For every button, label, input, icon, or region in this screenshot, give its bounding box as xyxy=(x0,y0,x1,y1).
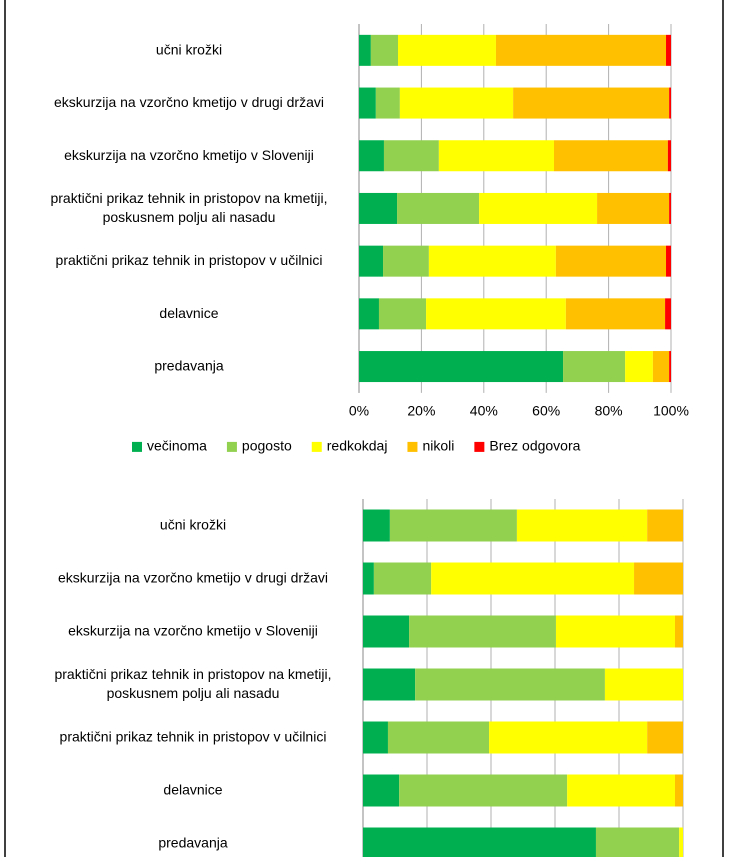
bar-segment xyxy=(426,298,566,330)
bar-segment xyxy=(359,298,379,330)
bar-segment xyxy=(479,192,598,224)
bar-segment xyxy=(383,140,439,172)
legend-swatch xyxy=(407,441,418,452)
bar-segment xyxy=(431,562,635,595)
y-tick-label: praktični prikaz tehnik in pristopov v u… xyxy=(56,252,323,268)
bar-segment xyxy=(359,87,376,119)
y-tick-label: predavanja xyxy=(154,357,223,373)
bar-segment xyxy=(389,509,517,542)
bar-segment xyxy=(363,615,410,648)
bar-segment xyxy=(387,721,490,754)
y-tick-label: ekskurzija na vzorčno kmetijo v Slovenij… xyxy=(64,146,314,162)
bar-segment xyxy=(409,615,556,648)
x-tick-label: 0% xyxy=(349,403,369,419)
bar-segment xyxy=(363,509,390,542)
bar-segment xyxy=(666,245,671,277)
bar-segment xyxy=(399,87,514,119)
y-tick-label: predavanja xyxy=(158,834,227,850)
bar-segment xyxy=(669,192,671,224)
x-tick-label: 100% xyxy=(653,403,689,419)
legend-swatch xyxy=(226,441,237,452)
bar-segment xyxy=(428,245,556,277)
legend-label: nikoli xyxy=(422,438,454,454)
legend-swatch xyxy=(474,441,485,452)
bar-segment xyxy=(669,87,671,119)
bar-segment xyxy=(669,351,671,383)
bar-segment xyxy=(563,351,626,383)
bar-segment xyxy=(555,245,667,277)
bar-segment xyxy=(516,509,648,542)
bar-segment xyxy=(438,140,554,172)
bar-segment xyxy=(363,827,596,857)
bar-segment xyxy=(554,140,668,172)
bar-segment xyxy=(597,192,670,224)
legend-swatch xyxy=(311,441,322,452)
bar-segment xyxy=(667,140,671,172)
legend-label: pogosto xyxy=(242,438,292,454)
bar-segment xyxy=(373,562,432,595)
legend-swatch xyxy=(132,441,142,452)
y-tick-label: delavnice xyxy=(163,781,222,797)
y-tick-label: ekskurzija na vzorčno kmetijo v drugi dr… xyxy=(54,94,324,110)
bar-segment xyxy=(666,34,671,66)
bar-segment xyxy=(675,615,683,648)
bar-segment xyxy=(665,298,671,330)
bar-segment xyxy=(652,351,670,383)
bar-segment xyxy=(378,298,427,330)
x-tick-label: 20% xyxy=(407,403,435,419)
bar-segment xyxy=(565,298,666,330)
y-tick-label: ekskurzija na vzorčno kmetijo v Slovenij… xyxy=(68,622,318,638)
legend-label: Brez odgovora xyxy=(489,438,580,454)
x-tick-label: 60% xyxy=(532,403,560,419)
bar-segment xyxy=(363,721,388,754)
bar-segment xyxy=(489,721,648,754)
y-tick-label: praktični prikaz tehnik in pristopov na … xyxy=(50,190,327,225)
bar-segment xyxy=(383,245,429,277)
bar-segment xyxy=(375,87,400,119)
bar-segment xyxy=(359,140,384,172)
bar-segment xyxy=(634,562,683,595)
bar-segment xyxy=(604,668,683,701)
bar-segment xyxy=(495,34,667,66)
bar-segment xyxy=(397,192,480,224)
bar-segment xyxy=(359,34,371,66)
y-tick-label: praktični prikaz tehnik in pristopov na … xyxy=(54,666,331,701)
bar-segment xyxy=(370,34,398,66)
legend-label: redkokdaj xyxy=(327,438,388,454)
bar-segment xyxy=(595,827,680,857)
y-tick-label: učni krožki xyxy=(156,41,222,57)
bar-segment xyxy=(415,668,605,701)
bar-segment xyxy=(513,87,670,119)
y-tick-label: ekskurzija na vzorčno kmetijo v drugi dr… xyxy=(58,569,328,585)
y-tick-label: učni krožki xyxy=(160,516,226,532)
x-tick-label: 40% xyxy=(470,403,498,419)
legend-label: večinoma xyxy=(147,438,207,454)
bar-segment xyxy=(567,774,675,807)
bar-segment xyxy=(363,562,374,595)
bar-segment xyxy=(679,827,683,857)
y-tick-label: praktični prikaz tehnik in pristopov v u… xyxy=(60,728,327,744)
bar-segment xyxy=(359,245,384,277)
bar-segment xyxy=(647,721,683,754)
bar-segment xyxy=(359,351,564,383)
y-tick-label: delavnice xyxy=(159,305,218,321)
bar-segment xyxy=(363,668,416,701)
bar-segment xyxy=(398,34,496,66)
bar-segment xyxy=(647,509,683,542)
bar-segment xyxy=(363,774,400,807)
bar-segment xyxy=(675,774,683,807)
bar-segment xyxy=(399,774,568,807)
bar-segment xyxy=(555,615,675,648)
bar-segment xyxy=(625,351,653,383)
bar-segment xyxy=(359,192,398,224)
x-tick-label: 80% xyxy=(595,403,623,419)
